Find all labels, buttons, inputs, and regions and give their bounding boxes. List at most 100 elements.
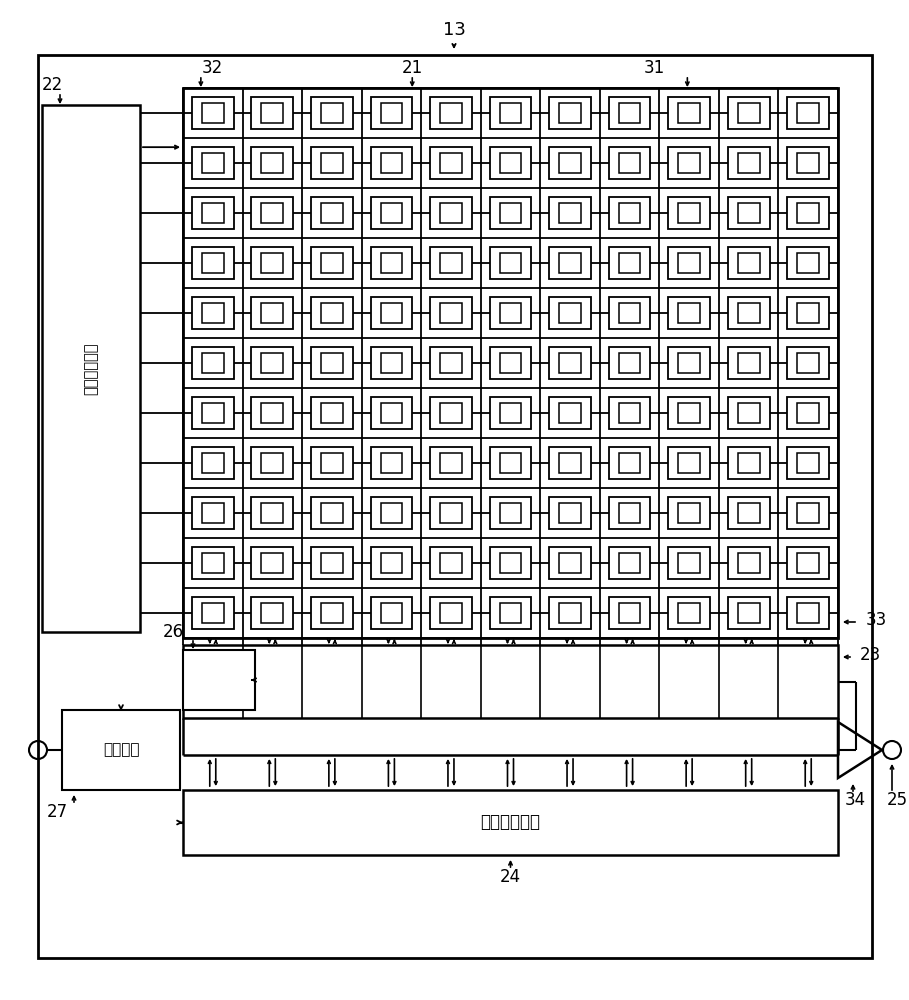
Bar	[549, 347, 591, 379]
Bar	[559, 553, 581, 573]
Bar	[668, 97, 710, 129]
Bar	[559, 403, 581, 423]
Bar	[202, 153, 224, 173]
Bar	[321, 203, 343, 223]
Bar	[609, 597, 651, 629]
Bar	[490, 447, 532, 479]
Bar	[619, 303, 641, 323]
Bar	[678, 203, 700, 223]
Bar	[440, 453, 462, 473]
Bar	[678, 253, 700, 273]
Bar	[262, 253, 284, 273]
Bar	[500, 403, 522, 423]
Bar	[797, 253, 819, 273]
Text: 垂直驱动电路: 垂直驱动电路	[84, 342, 98, 395]
Bar	[609, 147, 651, 179]
Bar	[430, 297, 472, 329]
Bar	[549, 497, 591, 529]
Bar	[430, 247, 472, 279]
Bar	[381, 603, 403, 623]
Bar	[252, 147, 294, 179]
Bar	[500, 253, 522, 273]
Bar	[549, 447, 591, 479]
Bar	[42, 105, 140, 632]
Bar	[381, 253, 403, 273]
Bar	[787, 247, 829, 279]
Bar	[609, 347, 651, 379]
Bar	[490, 97, 532, 129]
Text: 22: 22	[42, 76, 63, 94]
Bar	[787, 297, 829, 329]
Bar	[440, 403, 462, 423]
Bar	[321, 403, 343, 423]
Bar	[619, 553, 641, 573]
Bar	[678, 453, 700, 473]
Bar	[192, 247, 234, 279]
Text: 25: 25	[886, 791, 907, 809]
Bar	[797, 503, 819, 523]
Bar	[311, 347, 353, 379]
Bar	[738, 603, 760, 623]
Bar	[619, 103, 641, 123]
Bar	[192, 547, 234, 579]
Bar	[262, 103, 284, 123]
Bar	[619, 503, 641, 523]
Bar	[609, 297, 651, 329]
Bar	[738, 503, 760, 523]
Bar	[738, 453, 760, 473]
Bar	[202, 203, 224, 223]
Bar	[549, 247, 591, 279]
Bar	[668, 497, 710, 529]
Bar	[728, 197, 770, 229]
Bar	[549, 147, 591, 179]
Bar	[668, 597, 710, 629]
Bar	[549, 197, 591, 229]
Bar	[728, 397, 770, 429]
Bar	[797, 203, 819, 223]
Bar	[192, 197, 234, 229]
Bar	[678, 503, 700, 523]
Bar	[490, 397, 532, 429]
Bar	[252, 97, 294, 129]
Bar	[619, 603, 641, 623]
Bar	[262, 553, 284, 573]
Bar	[430, 97, 472, 129]
Bar	[609, 447, 651, 479]
Bar	[678, 303, 700, 323]
Bar	[381, 103, 403, 123]
Bar	[678, 403, 700, 423]
Bar	[559, 303, 581, 323]
Bar	[202, 353, 224, 373]
Bar	[252, 397, 294, 429]
Bar	[311, 197, 353, 229]
Bar	[183, 88, 838, 638]
Bar	[787, 547, 829, 579]
Bar	[490, 197, 532, 229]
Bar	[192, 447, 234, 479]
Bar	[728, 247, 770, 279]
Bar	[252, 447, 294, 479]
Bar	[252, 547, 294, 579]
Bar	[787, 397, 829, 429]
Bar	[678, 153, 700, 173]
Bar	[262, 353, 284, 373]
Bar	[321, 503, 343, 523]
Bar	[430, 197, 472, 229]
Bar	[381, 403, 403, 423]
Text: 31: 31	[644, 59, 665, 77]
Text: 24: 24	[500, 868, 521, 886]
Bar	[619, 353, 641, 373]
Bar	[490, 547, 532, 579]
Bar	[371, 547, 413, 579]
Bar	[787, 97, 829, 129]
Bar	[787, 197, 829, 229]
Bar	[321, 153, 343, 173]
Bar	[262, 153, 284, 173]
Bar	[311, 247, 353, 279]
Bar	[202, 603, 224, 623]
Bar	[440, 153, 462, 173]
Bar	[559, 603, 581, 623]
Bar	[252, 497, 294, 529]
Bar	[440, 603, 462, 623]
Bar	[678, 553, 700, 573]
